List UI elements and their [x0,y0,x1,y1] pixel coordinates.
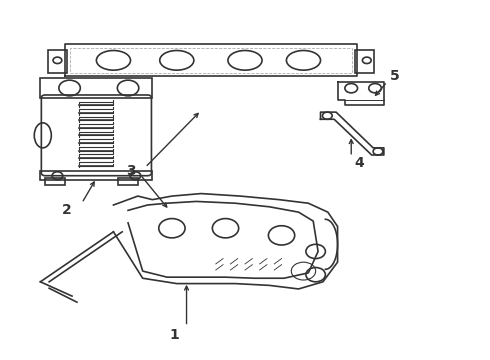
Text: 3: 3 [126,164,135,178]
Text: 2: 2 [62,203,72,217]
Text: 1: 1 [170,328,179,342]
Text: 4: 4 [355,156,365,170]
Bar [40,78,152,98]
Text: 5: 5 [390,69,400,84]
Bar [48,50,67,73]
Bar [40,171,152,180]
Bar [45,178,65,185]
Bar [118,178,138,185]
Bar [355,50,374,73]
